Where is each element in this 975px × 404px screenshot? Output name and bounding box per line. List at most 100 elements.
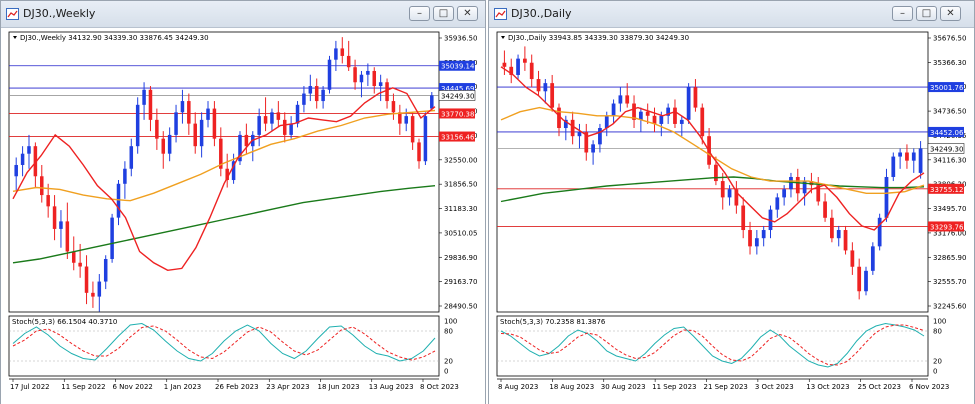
candle-body (898, 152, 902, 157)
daily-chart-window[interactable]: DJ30.,Daily – □ ✕ DJ30.,Daily 33943.85 3… (488, 0, 975, 404)
date-axis-label: 8 Aug 2023 (498, 383, 538, 391)
stochastic-label: Stoch(5,3,3) 66.1504 40.3710 (12, 318, 117, 326)
candle-body (638, 111, 643, 120)
stochastic-pane (8, 315, 440, 377)
candle-body (802, 181, 807, 194)
main-pane (496, 31, 929, 313)
minimize-button[interactable]: – (409, 6, 430, 21)
level-price-label: 33293.76 (930, 223, 964, 231)
date-axis-label: 13 Oct 2023 (806, 383, 849, 391)
level-price-tag (927, 143, 965, 154)
candle-body (199, 119, 204, 147)
level-price-label: 35001.76 (930, 84, 964, 92)
candle-body (302, 93, 306, 105)
stochastic-axis-label: 100 (444, 318, 457, 326)
price-axis-label: 35366.30 (933, 59, 966, 67)
candle-body (666, 107, 671, 116)
date-axis-label: 18 Jun 2023 (318, 383, 360, 391)
chart-header-ohlc: DJ30.,Weekly 34132.90 34339.30 33876.45 … (20, 34, 209, 42)
candle-body (591, 144, 595, 153)
chart-window-icon (494, 8, 507, 20)
candle-body (20, 153, 25, 165)
candle-body (161, 138, 166, 154)
candle-body (276, 112, 281, 120)
candle-body (741, 205, 746, 231)
candle-body (27, 146, 31, 154)
level-price-label: 34445.69 (441, 85, 474, 93)
candle-body (314, 86, 319, 102)
candle-body (391, 101, 396, 113)
stochastic-signal-line (500, 324, 925, 366)
weekly-chart[interactable]: DJ30.,Weekly 34132.90 34339.30 33876.45 … (1, 28, 485, 404)
candle-body (516, 58, 520, 75)
candle-body (346, 55, 351, 68)
level-price-label: 34249.30 (441, 92, 474, 100)
candle-body (359, 74, 364, 83)
weekly-window-title: DJ30.,Weekly (23, 7, 96, 20)
stochastic-axis-label: 100 (933, 318, 946, 326)
daily-window-titlebar[interactable]: DJ30.,Daily – □ ✕ (489, 1, 974, 28)
weekly-window-titlebar[interactable]: DJ30.,Weekly – □ ✕ (1, 1, 485, 28)
candle-body (187, 101, 191, 124)
candle-body (295, 104, 300, 124)
candle-body (618, 95, 623, 104)
candle-body (257, 116, 261, 135)
date-axis-label: 25 Oct 2023 (858, 383, 901, 391)
candle-body (645, 111, 650, 116)
price-axis-label: 28490.50 (444, 303, 477, 311)
maximize-button[interactable]: □ (916, 6, 937, 21)
candle-body (570, 119, 575, 137)
price-axis-label: 34116.30 (933, 156, 966, 164)
candle-body (404, 116, 408, 124)
candle-body (754, 238, 759, 247)
candle-body (632, 103, 636, 120)
candle-body (116, 183, 121, 218)
stochastic-signal-line (12, 325, 436, 361)
level-price-tag (928, 82, 964, 93)
close-button[interactable]: ✕ (457, 6, 478, 21)
daily-chart[interactable]: DJ30.,Daily 33943.85 34339.30 33879.30 3… (489, 28, 974, 404)
stochastic-axis-label: 80 (444, 328, 453, 336)
date-axis-label: 30 Aug 2023 (601, 383, 646, 391)
date-axis-label: 18 Aug 2023 (549, 383, 594, 391)
price-axis-label: 31183.30 (444, 205, 477, 213)
level-price-tag (439, 131, 475, 142)
candle-body (693, 87, 698, 108)
price-axis-label: 32865.90 (933, 254, 966, 262)
weekly-chart-window[interactable]: DJ30.,Weekly – □ ✕ DJ30.,Weekly 34132.90… (0, 0, 486, 404)
candle-body (417, 142, 421, 162)
candle-body (598, 128, 602, 145)
price-axis-label: 35676.50 (933, 35, 966, 43)
candle-body (289, 123, 293, 135)
stochastic-label: Stoch(5,3,3) 70.2358 81.3876 (500, 318, 606, 326)
stochastic-axis-label: 20 (444, 358, 453, 366)
candle-body (378, 82, 383, 87)
candle-body (110, 217, 114, 259)
date-axis-label: 3 Oct 2023 (755, 383, 794, 391)
candle-body (423, 116, 428, 162)
chart-header-ohlc: DJ30.,Daily 33943.85 34339.30 33879.30 3… (508, 34, 689, 42)
daily-window-title: DJ30.,Daily (511, 7, 572, 20)
candle-body (46, 195, 50, 207)
candle-body (59, 221, 63, 229)
candle-body (193, 123, 197, 147)
candle-body (577, 132, 582, 137)
maximize-button[interactable]: □ (433, 6, 454, 21)
candle-body (123, 168, 127, 184)
candle-body (238, 134, 242, 162)
candle-body (91, 292, 95, 297)
stochastic-axis-label: 20 (933, 358, 942, 366)
candle-body (536, 79, 541, 92)
minimize-button[interactable]: – (892, 6, 913, 21)
candle-body (563, 119, 568, 129)
candle-body (231, 161, 236, 181)
level-price-tag (928, 126, 964, 137)
level-price-label: 33770.38 (441, 110, 474, 118)
candle-body (884, 176, 889, 218)
candle-body (864, 270, 868, 292)
candle-body (700, 107, 705, 137)
close-button[interactable]: ✕ (940, 6, 961, 21)
price-axis-label: 34736.50 (933, 108, 966, 116)
date-axis-label: 11 Sep 2023 (652, 383, 696, 391)
price-axis-label: 32550.00 (444, 156, 477, 164)
